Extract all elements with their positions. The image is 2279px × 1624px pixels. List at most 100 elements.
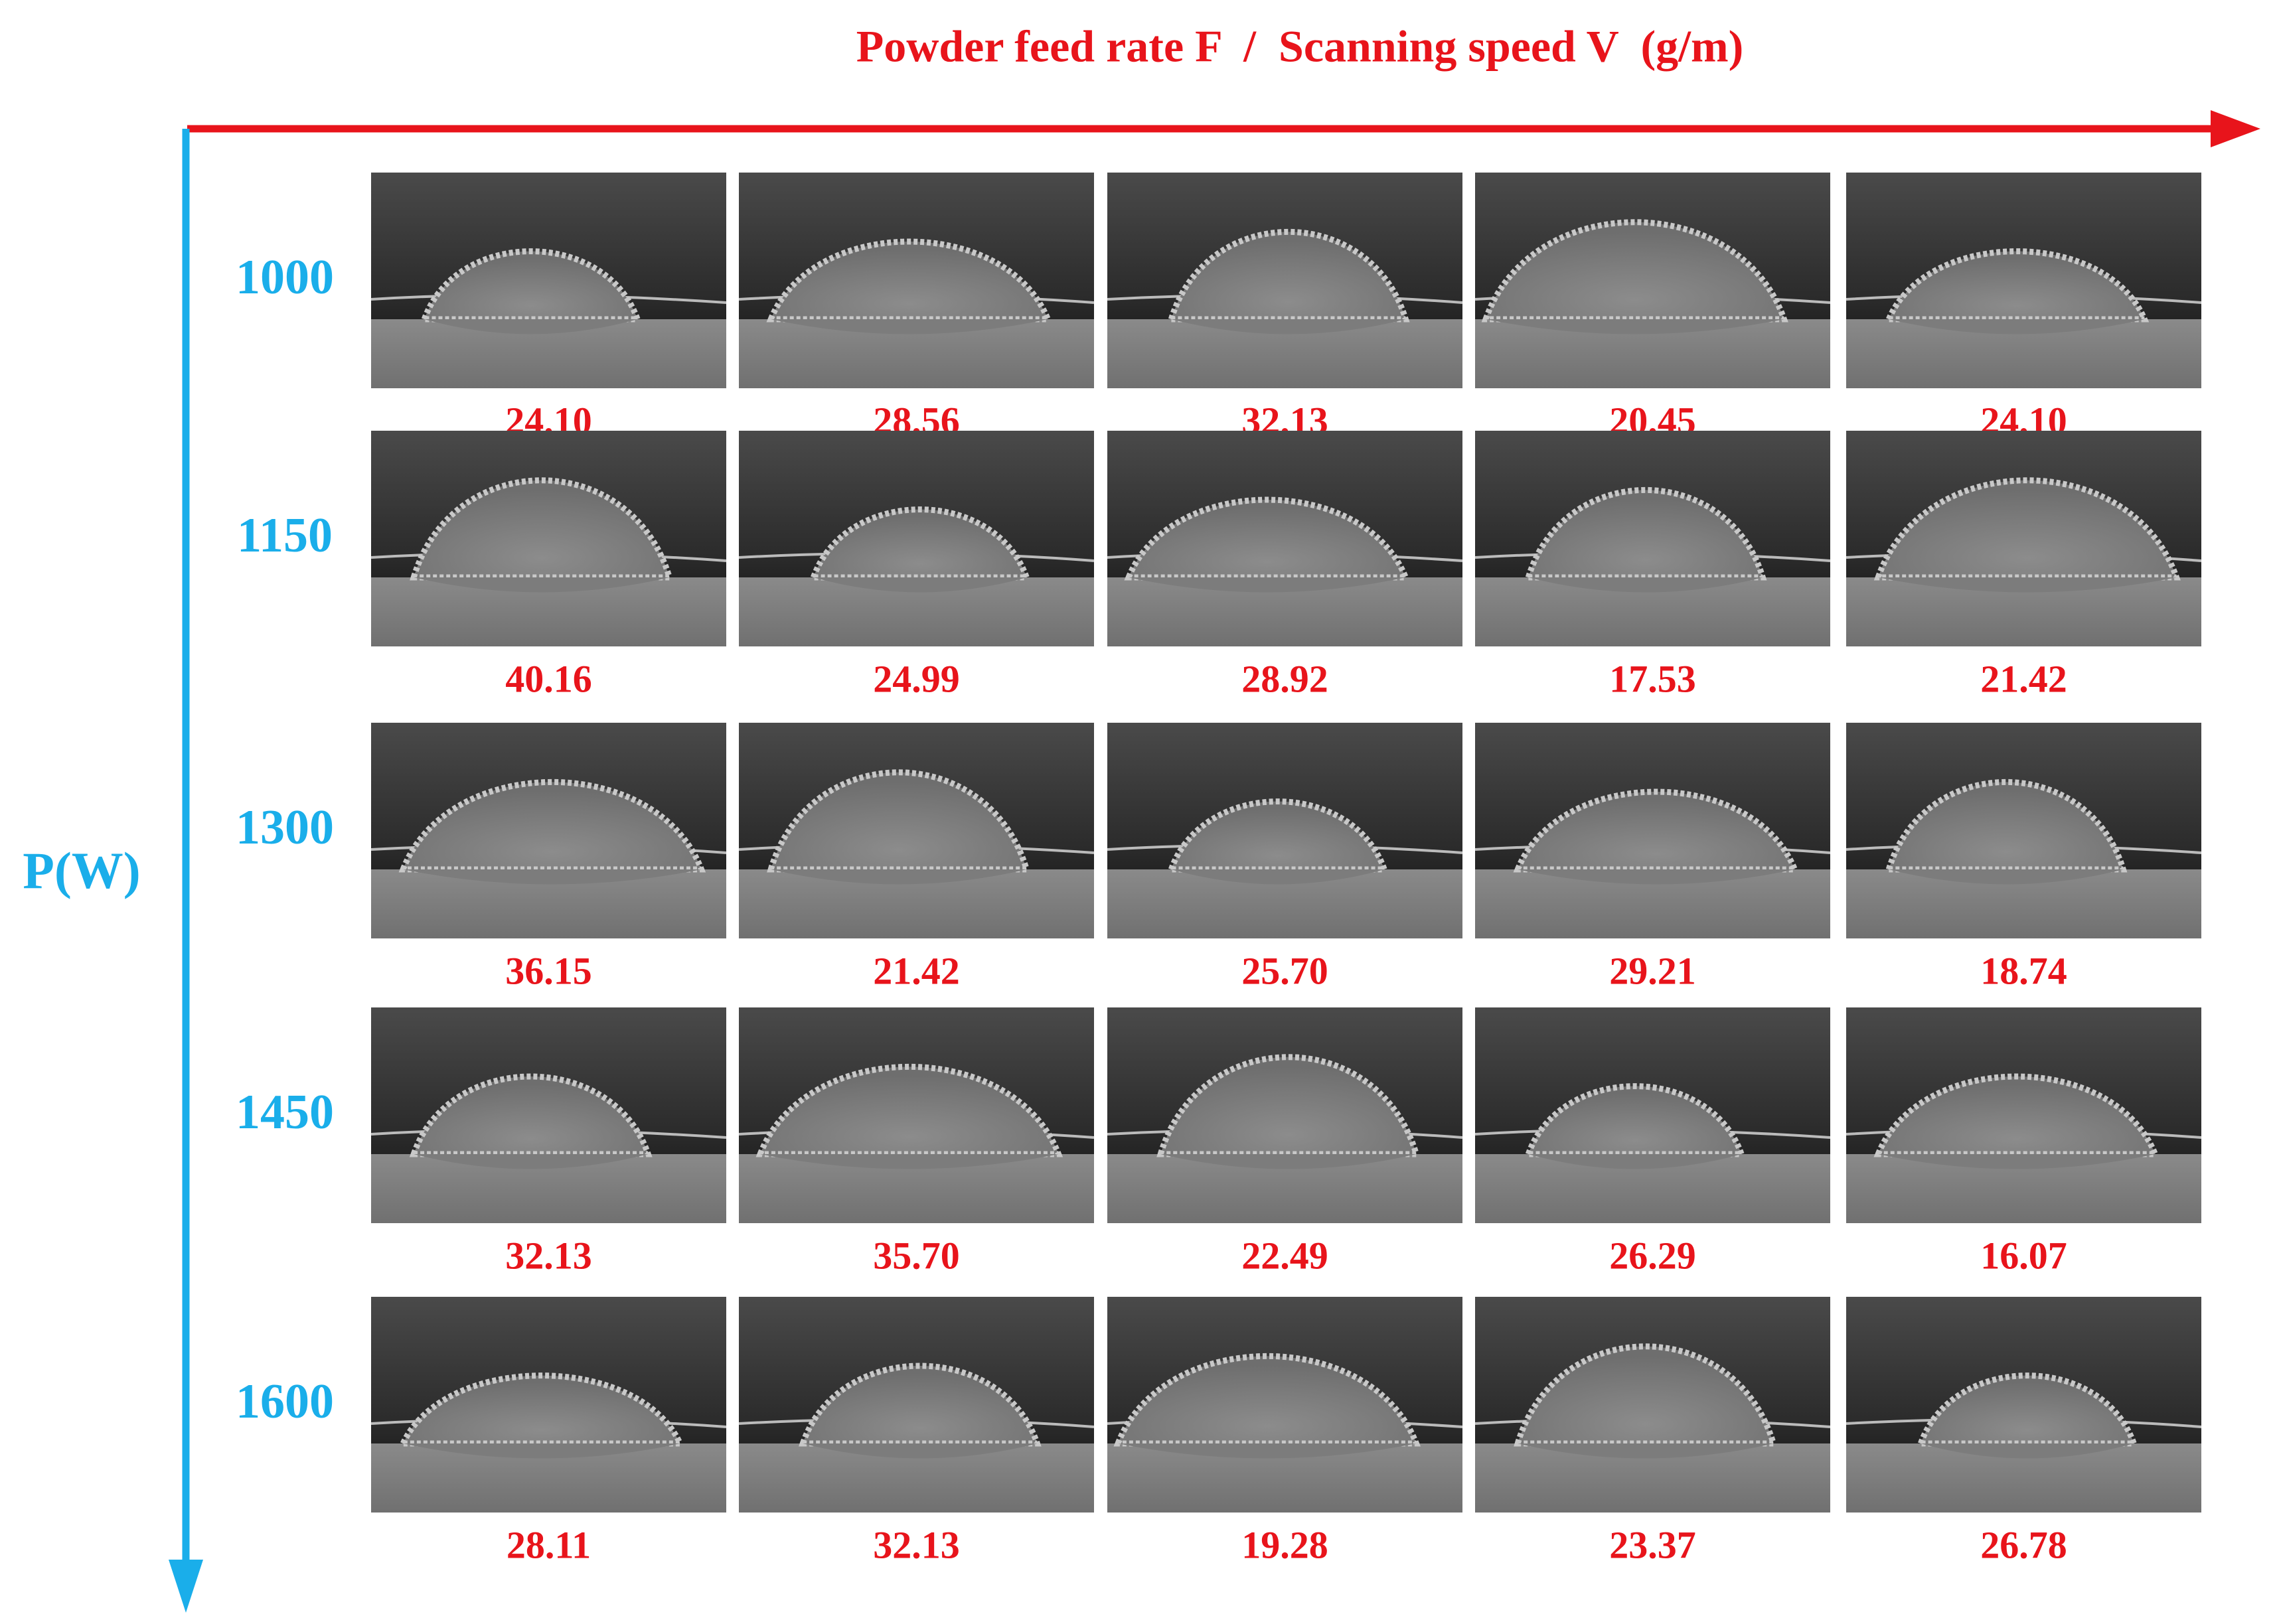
clad-bead xyxy=(809,506,1031,581)
clad-bead xyxy=(1166,798,1389,873)
bead-bottom xyxy=(1160,1154,1417,1169)
bead-bottom xyxy=(813,577,1027,593)
clad-bead xyxy=(799,1363,1042,1447)
bead-bottom xyxy=(1129,577,1406,593)
sem-image xyxy=(1846,723,2202,938)
clad-bead xyxy=(409,1073,653,1157)
dilution-value: 29.21 xyxy=(1609,949,1696,992)
clad-bead xyxy=(420,248,642,323)
bead-bottom xyxy=(414,577,670,593)
sem-image xyxy=(1107,723,1463,938)
dilution-value: 35.70 xyxy=(873,1234,960,1277)
bead-bottom xyxy=(1921,1443,2134,1459)
bead-bottom xyxy=(1518,869,1795,885)
row-label: 1450 xyxy=(236,1085,334,1140)
sem-image xyxy=(1107,1297,1463,1513)
row-label: 1300 xyxy=(236,800,334,855)
clad-bead xyxy=(1514,1343,1778,1447)
bead-bottom xyxy=(771,869,1027,885)
bead-bottom xyxy=(403,1443,680,1459)
clad-bead xyxy=(1885,779,2128,873)
bead-bottom xyxy=(1878,577,2177,593)
clad-bead xyxy=(1124,496,1411,581)
sem-image xyxy=(1474,723,1831,938)
clad-bead xyxy=(755,1064,1063,1157)
dilution-value: 16.07 xyxy=(1980,1234,2067,1277)
bead-bottom xyxy=(1486,319,1784,334)
dilution-value: 21.42 xyxy=(1980,657,2067,700)
dilution-value: 26.78 xyxy=(1980,1523,2067,1566)
sem-image xyxy=(370,1297,727,1513)
dilution-value: 24.99 xyxy=(873,657,960,700)
sem-image xyxy=(370,723,727,938)
sem-image xyxy=(370,1007,727,1223)
row-label: 1150 xyxy=(237,508,333,563)
dilution-value: 32.13 xyxy=(873,1523,960,1566)
dilution-value: 32.13 xyxy=(505,1234,592,1277)
clad-bead xyxy=(1167,229,1410,323)
clad-bead xyxy=(1481,219,1788,323)
clad-bead xyxy=(410,477,674,581)
bead-bottom xyxy=(771,319,1048,334)
sem-image xyxy=(1474,431,1831,646)
dilution-value: 22.49 xyxy=(1241,1234,1328,1277)
dilution-value: 18.74 xyxy=(1980,949,2067,992)
sem-image xyxy=(738,1007,1095,1223)
bead-bottom xyxy=(414,1154,649,1169)
bead-bottom xyxy=(1118,1443,1417,1459)
bead-bottom xyxy=(760,1154,1059,1169)
bead-bottom xyxy=(1889,869,2124,885)
clad-bead xyxy=(1113,1353,1421,1447)
sem-image xyxy=(1846,1297,2202,1513)
bead-bottom xyxy=(1171,869,1385,885)
bead-bottom xyxy=(803,1443,1038,1459)
clad-bead xyxy=(398,779,706,873)
clad-bead xyxy=(1916,1372,2138,1447)
clad-bead xyxy=(1513,788,1800,873)
sem-image xyxy=(738,723,1095,938)
sem-image xyxy=(1474,173,1831,388)
row-label: 1000 xyxy=(236,250,334,305)
sem-image xyxy=(1107,173,1463,388)
dilution-value: 19.28 xyxy=(1241,1523,1328,1566)
bead-bottom xyxy=(1171,319,1406,334)
sem-image xyxy=(738,431,1095,646)
row-label: 1600 xyxy=(236,1374,334,1429)
sem-image xyxy=(1107,1007,1463,1223)
bead-bottom xyxy=(1518,1443,1774,1459)
bead-bottom xyxy=(403,869,702,885)
sem-image xyxy=(1846,173,2202,388)
clad-bead xyxy=(1524,1083,1746,1157)
dilution-value: 21.42 xyxy=(873,949,960,992)
bead-bottom xyxy=(1528,1154,1742,1169)
clad-bead xyxy=(766,238,1053,323)
bead-bottom xyxy=(1878,1154,2156,1169)
x-arrow-head xyxy=(2211,110,2260,147)
sem-image xyxy=(1474,1007,1831,1223)
sem-image xyxy=(370,431,727,646)
figure-title: Powder feed rate F / Scanning speed V (g… xyxy=(856,21,1744,72)
dilution-value: 23.37 xyxy=(1609,1523,1696,1566)
dilution-value: 25.70 xyxy=(1241,949,1328,992)
sem-image xyxy=(1474,1297,1831,1513)
clad-bead xyxy=(1873,477,2181,581)
clad-bead xyxy=(767,769,1031,873)
bead-bottom xyxy=(424,319,638,334)
clad-bead xyxy=(1524,487,1767,581)
dilution-value: 28.92 xyxy=(1241,657,1328,700)
dilution-value: 17.53 xyxy=(1609,657,1696,700)
sem-image xyxy=(738,1297,1095,1513)
dilution-value: 28.11 xyxy=(507,1523,591,1566)
dilution-value: 40.16 xyxy=(505,657,592,700)
sem-image xyxy=(738,173,1095,388)
clad-bead xyxy=(1884,248,2150,323)
y-arrow-head xyxy=(169,1560,203,1613)
dilution-value: 36.15 xyxy=(505,949,592,992)
bead-bottom xyxy=(1889,319,2145,334)
bead-bottom xyxy=(1528,577,1763,593)
y-axis-label: P(W) xyxy=(23,842,141,899)
clad-bead xyxy=(1873,1073,2160,1157)
sem-image xyxy=(1846,431,2202,646)
